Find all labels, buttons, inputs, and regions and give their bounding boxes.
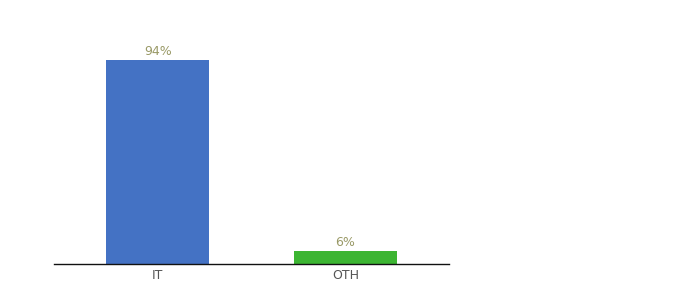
Bar (106, 60, 209, 264)
Bar (294, 251, 397, 264)
Text: 94%: 94% (144, 45, 171, 58)
Text: 6%: 6% (335, 236, 356, 249)
